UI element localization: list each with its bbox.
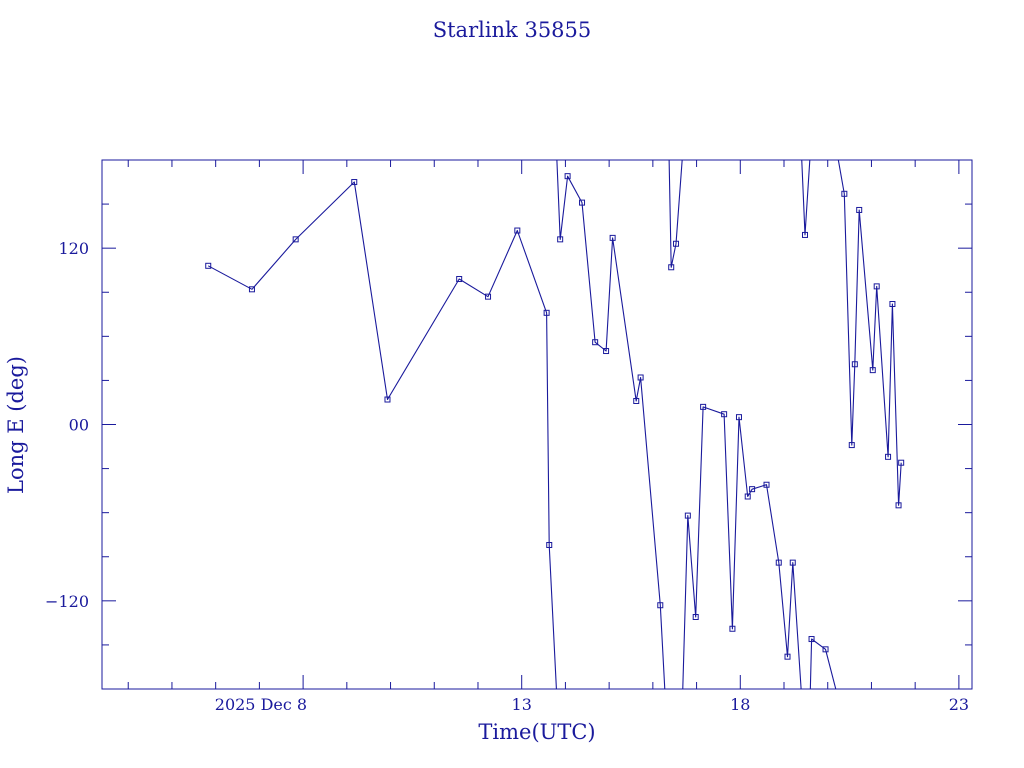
- data-point: [668, 264, 675, 271]
- data-point: [579, 199, 586, 206]
- data-point: [895, 502, 902, 509]
- data-point: [633, 397, 640, 404]
- data-point: [637, 374, 644, 381]
- data-point: [885, 453, 892, 460]
- data-point: [557, 236, 564, 243]
- data-point: [205, 262, 212, 269]
- x-tick-label: 2025 Dec 8: [215, 695, 307, 714]
- data-point: [546, 541, 553, 548]
- data-point: [721, 411, 728, 418]
- data-point: [657, 602, 664, 609]
- y-tick-labels: 120 00 −120: [45, 239, 89, 611]
- data-point: [841, 190, 848, 197]
- data-point: [729, 625, 736, 632]
- data-point: [543, 309, 550, 316]
- data-point: [784, 653, 791, 660]
- data-point: [564, 173, 571, 180]
- data-point: [808, 636, 815, 643]
- data-point: [749, 486, 756, 493]
- data-series-group: [207, 160, 902, 689]
- data-point: [856, 206, 863, 213]
- data-point: [485, 293, 492, 300]
- data-point: [700, 403, 707, 410]
- data-point: [692, 613, 699, 620]
- y-tick-label: 120: [58, 239, 89, 258]
- data-point: [248, 286, 255, 293]
- x-tick-labels: 2025 Dec 8 13 18 23: [215, 695, 969, 714]
- data-point: [456, 276, 463, 283]
- y-tick-label: −120: [45, 592, 89, 611]
- data-point: [889, 301, 896, 308]
- series-line-3: [668, 160, 683, 268]
- x-tick-label: 18: [730, 695, 750, 714]
- data-point: [789, 559, 796, 566]
- data-point: [684, 512, 691, 519]
- data-point: [735, 414, 742, 421]
- data-point: [744, 493, 751, 500]
- data-point: [292, 236, 299, 243]
- data-point: [822, 646, 829, 653]
- tick-marks: [102, 160, 972, 689]
- data-point: [351, 179, 358, 186]
- data-point: [673, 240, 680, 247]
- chart-title: Starlink 35855: [433, 18, 592, 42]
- x-axis-label: Time(UTC): [478, 720, 595, 744]
- data-point: [603, 348, 610, 355]
- data-point: [848, 442, 855, 449]
- data-point: [609, 234, 616, 241]
- y-tick-label: 00: [69, 416, 89, 435]
- data-point: [801, 231, 808, 238]
- data-point: [851, 361, 858, 368]
- data-point: [869, 367, 876, 374]
- x-tick-label: 23: [949, 695, 969, 714]
- series-line-7: [837, 160, 902, 506]
- data-point: [384, 396, 391, 403]
- series-line-2: [556, 160, 666, 689]
- series-line-1: [207, 181, 557, 689]
- data-point: [592, 339, 599, 346]
- series-line-5: [801, 160, 811, 236]
- series-line-6: [809, 638, 837, 689]
- y-axis-label: Long E (deg): [4, 356, 28, 494]
- data-points-group: [205, 173, 905, 660]
- x-tick-label: 13: [512, 695, 532, 714]
- data-point: [514, 227, 521, 234]
- data-point: [775, 559, 782, 566]
- series-line-4: [682, 406, 802, 689]
- data-point: [873, 283, 880, 290]
- plot-frame: [101, 159, 973, 690]
- data-point: [763, 481, 770, 488]
- data-point: [898, 459, 905, 466]
